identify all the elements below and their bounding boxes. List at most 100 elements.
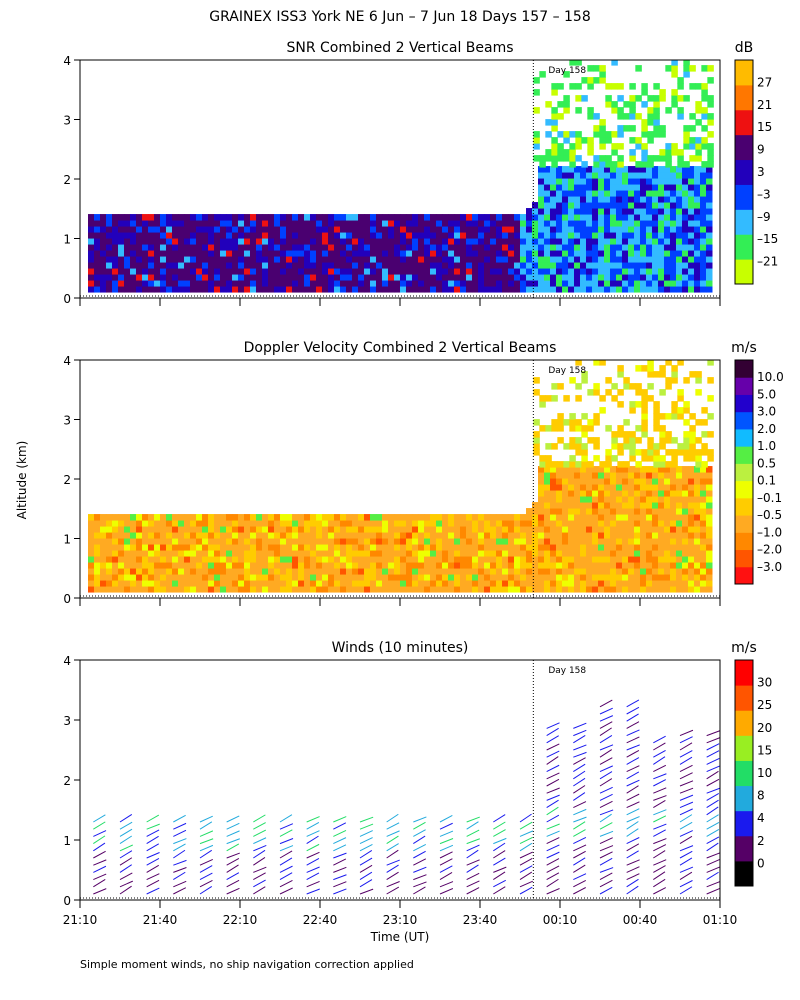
heatmap-cell <box>574 166 581 173</box>
wind-barb <box>439 888 454 895</box>
wind-barb <box>626 808 640 816</box>
heatmap-cell <box>268 580 275 587</box>
heatmap-cell <box>646 178 653 185</box>
heatmap-cell <box>622 280 629 287</box>
heatmap-cell <box>634 574 641 581</box>
heatmap-cell <box>640 244 647 251</box>
heatmap-cell <box>262 220 269 227</box>
heatmap-cell <box>460 586 467 593</box>
heatmap-cell <box>557 419 564 426</box>
heatmap-cell <box>454 568 461 575</box>
heatmap-cell <box>436 256 443 263</box>
heatmap-cell <box>148 232 155 239</box>
heatmap-cell <box>316 256 323 263</box>
heatmap-cell <box>388 286 395 293</box>
heatmap-cell <box>664 568 671 575</box>
heatmap-cell <box>545 461 552 468</box>
heatmap-cell <box>538 466 545 473</box>
heatmap-cell <box>611 107 618 114</box>
heatmap-cell <box>286 268 293 275</box>
heatmap-cell <box>346 532 353 539</box>
heatmap-cell <box>382 586 389 593</box>
heatmap-cell <box>574 574 581 581</box>
heatmap-cell <box>466 526 473 533</box>
heatmap-cell <box>148 574 155 581</box>
wind-barb <box>359 816 374 823</box>
heatmap-cell <box>706 574 713 581</box>
heatmap-cell <box>641 149 648 156</box>
heatmap-cell <box>628 496 635 503</box>
heatmap-cell <box>118 256 125 263</box>
heatmap-cell <box>178 532 185 539</box>
heatmap-cell <box>334 574 341 581</box>
heatmap-cell <box>202 232 209 239</box>
heatmap-cell <box>592 490 599 497</box>
wind-barb <box>599 721 613 729</box>
wind-barb <box>173 887 187 895</box>
heatmap-cell <box>532 550 539 557</box>
heatmap-cell <box>682 508 689 515</box>
heatmap-cell <box>214 286 221 293</box>
heatmap-cell <box>550 226 557 233</box>
heatmap-cell <box>238 574 245 581</box>
heatmap-cell <box>352 526 359 533</box>
heatmap-cell <box>652 262 659 269</box>
heatmap-cell <box>118 556 125 563</box>
heatmap-cell <box>658 508 665 515</box>
heatmap-cell <box>665 107 672 114</box>
heatmap-cell <box>220 580 227 587</box>
heatmap-cell <box>124 532 131 539</box>
heatmap-cell <box>653 155 660 162</box>
heatmap-cell <box>430 550 437 557</box>
heatmap-cell <box>557 437 564 444</box>
heatmap-cell <box>634 496 641 503</box>
heatmap-cell <box>604 286 611 293</box>
heatmap-cell <box>472 562 479 569</box>
wind-barb <box>573 801 587 809</box>
heatmap-cell <box>196 514 203 521</box>
wind-barb <box>226 830 240 837</box>
heatmap-cell <box>418 556 425 563</box>
heatmap-cell <box>628 526 635 533</box>
heatmap-cell <box>316 532 323 539</box>
heatmap-cell <box>100 550 107 557</box>
wind-barb <box>413 866 427 873</box>
heatmap-cell <box>580 550 587 557</box>
heatmap-cell <box>178 544 185 551</box>
heatmap-cell <box>568 280 575 287</box>
heatmap-cell <box>118 520 125 527</box>
heatmap-cell <box>388 550 395 557</box>
heatmap-cell <box>232 544 239 551</box>
heatmap-cell <box>112 520 119 527</box>
heatmap-cell <box>706 508 713 515</box>
heatmap-cell <box>484 550 491 557</box>
heatmap-cell <box>442 544 449 551</box>
heatmap-cell <box>664 238 671 245</box>
heatmap-cell <box>160 526 167 533</box>
heatmap-cell <box>562 274 569 281</box>
heatmap-cell <box>112 268 119 275</box>
heatmap-cell <box>634 256 641 263</box>
heatmap-cell <box>604 244 611 251</box>
heatmap-cell <box>94 238 101 245</box>
wind-barb <box>226 815 240 823</box>
heatmap-cell <box>658 478 665 485</box>
heatmap-cell <box>694 208 701 215</box>
heatmap-cell <box>629 383 636 390</box>
wind-barb <box>599 872 613 881</box>
heatmap-cell <box>568 520 575 527</box>
heatmap-cell <box>316 526 323 533</box>
heatmap-cell <box>88 550 95 557</box>
heatmap-cell <box>652 550 659 557</box>
heatmap-cell <box>484 256 491 263</box>
heatmap-cell <box>652 556 659 563</box>
heatmap-cell <box>634 280 641 287</box>
wind-barb <box>706 822 720 830</box>
heatmap-cell <box>136 280 143 287</box>
heatmap-cell <box>520 556 527 563</box>
wind-barb <box>253 857 266 866</box>
wind-barb <box>386 859 400 866</box>
heatmap-cell <box>418 268 425 275</box>
wind-barb <box>439 858 453 866</box>
wind-barb <box>546 851 560 859</box>
